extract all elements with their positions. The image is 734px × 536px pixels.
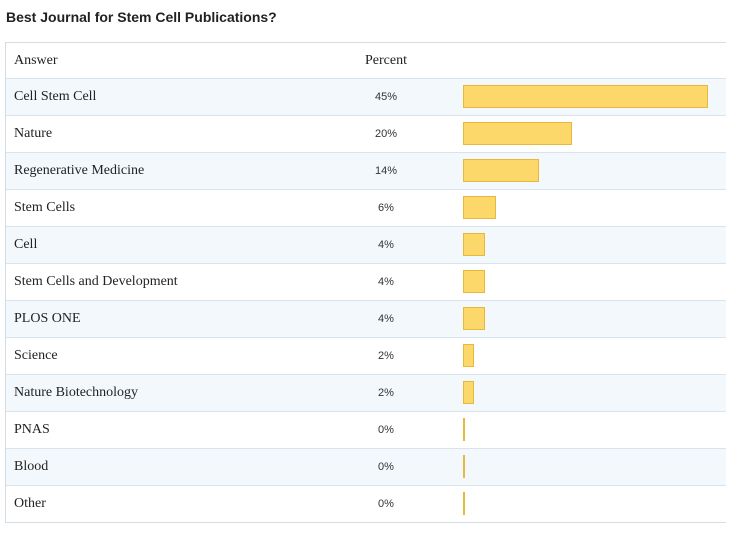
percent-bar <box>463 122 572 145</box>
table-row: Cell Stem Cell 45% <box>6 78 726 115</box>
bar-track <box>463 492 713 515</box>
answer-label: PLOS ONE <box>14 311 81 326</box>
answer-label: PNAS <box>14 422 50 437</box>
answer-label: Stem Cells <box>14 200 76 215</box>
bar-track <box>463 418 713 441</box>
percent-bar <box>463 381 474 404</box>
percent-bar <box>463 85 708 108</box>
results-table: Answer Percent Cell Stem Cell 45% Nature 20… <box>5 42 726 523</box>
bar-track <box>463 455 713 478</box>
table-row: Science 2% <box>6 337 726 374</box>
answer-label: Regenerative Medicine <box>14 163 145 178</box>
percent-bar <box>463 455 465 478</box>
answer-label: Nature Biotechnology <box>14 385 139 400</box>
answer-label: Stem Cells and Development <box>14 274 178 289</box>
bar-track <box>463 159 713 182</box>
answer-column-header: Answer <box>14 52 58 68</box>
bar-track <box>463 307 713 330</box>
bar-track <box>463 233 713 256</box>
percent-bar <box>463 196 496 219</box>
percent-label: 4% <box>378 313 394 325</box>
percent-bar <box>463 270 485 293</box>
percent-label: 4% <box>378 276 394 288</box>
table-row: Other 0% <box>6 485 726 522</box>
bar-track <box>463 122 713 145</box>
table-row: Stem Cells 6% <box>6 189 726 226</box>
poll-title: Best Journal for Stem Cell Publications? <box>6 9 277 25</box>
table-row: PLOS ONE 4% <box>6 300 726 337</box>
table-row: PNAS 0% <box>6 411 726 448</box>
percent-label: 20% <box>374 128 398 140</box>
percent-label: 0% <box>378 498 394 510</box>
percent-label: 2% <box>378 350 394 362</box>
table-row: Blood 0% <box>6 448 726 485</box>
table-row: Cell 4% <box>6 226 726 263</box>
table-header-row: Answer Percent <box>6 43 726 78</box>
table-body: Cell Stem Cell 45% Nature 20% Regenerative M… <box>6 78 726 522</box>
percent-bar <box>463 492 465 515</box>
answer-label: Cell Stem Cell <box>14 89 97 104</box>
bar-track <box>463 381 713 404</box>
bar-track <box>463 85 713 108</box>
answer-label: Science <box>14 348 58 363</box>
answer-label: Blood <box>14 459 49 474</box>
percent-label: 0% <box>378 461 394 473</box>
percent-label: 14% <box>374 165 398 177</box>
answer-label: Other <box>14 496 46 511</box>
percent-bar <box>463 233 485 256</box>
table-row: Nature 20% <box>6 115 726 152</box>
bar-track <box>463 344 713 367</box>
percent-column-header: Percent <box>365 52 407 68</box>
percent-label: 0% <box>378 424 394 436</box>
percent-bar <box>463 159 539 182</box>
bar-track <box>463 270 713 293</box>
table-row: Regenerative Medicine 14% <box>6 152 726 189</box>
percent-label: 2% <box>378 387 394 399</box>
bar-track <box>463 196 713 219</box>
table-row: Stem Cells and Development 4% <box>6 263 726 300</box>
answer-label: Cell <box>14 237 38 252</box>
percent-bar <box>463 307 485 330</box>
table-row: Nature Biotechnology 2% <box>6 374 726 411</box>
percent-label: 45% <box>374 91 398 103</box>
percent-label: 6% <box>378 202 394 214</box>
answer-label: Nature <box>14 126 53 141</box>
percent-bar <box>463 344 474 367</box>
percent-label: 4% <box>378 239 394 251</box>
percent-bar <box>463 418 465 441</box>
